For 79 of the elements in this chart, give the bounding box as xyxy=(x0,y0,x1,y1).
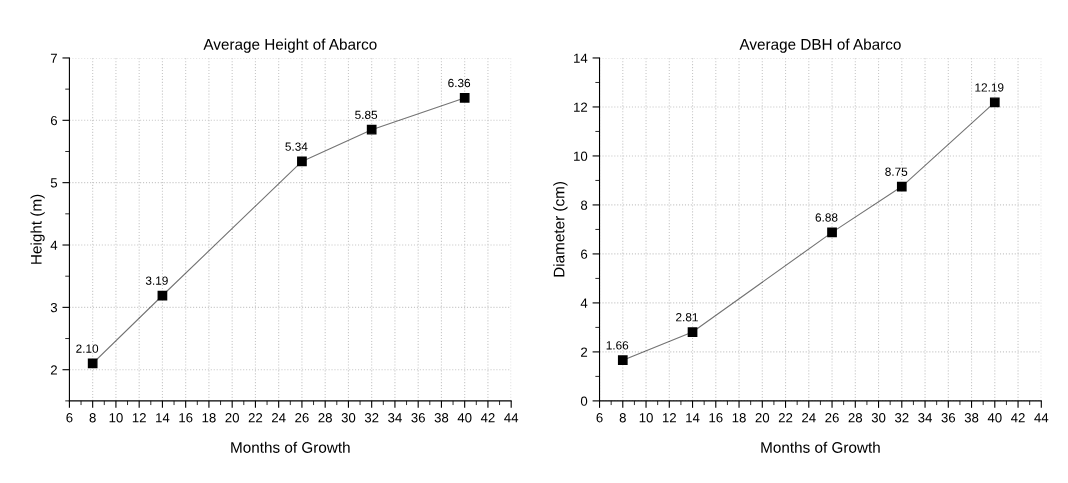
point xyxy=(459,93,470,103)
x-tick-label: 30 xyxy=(871,413,886,423)
x-tick-label: 38 xyxy=(964,413,979,423)
x-tick-label: 6 xyxy=(596,413,603,423)
y-tick-label: 5 xyxy=(50,178,58,188)
point xyxy=(896,181,907,192)
point xyxy=(87,358,98,369)
x-tick-label: 44 xyxy=(1034,413,1049,423)
y-tick-label: 12 xyxy=(574,102,588,112)
data-label: 6.36 xyxy=(448,78,471,88)
chart-title: Average DBH of Abarco xyxy=(739,38,901,53)
x-tick-label: 26 xyxy=(825,413,839,423)
x-tick-label: 16 xyxy=(709,413,723,423)
point xyxy=(687,327,698,337)
point xyxy=(366,124,377,135)
x-tick-label: 12 xyxy=(132,413,146,423)
x-tick-label: 36 xyxy=(941,413,956,423)
x-tick-label: 44 xyxy=(504,413,519,423)
x-axis-title: Months of Growth xyxy=(231,441,350,453)
x-tick-label: 24 xyxy=(272,413,286,423)
x-tick-label: 22 xyxy=(248,413,263,423)
y-tick-label: 4 xyxy=(580,298,588,308)
x-tick-label: 16 xyxy=(179,413,193,423)
y-axis-title: Diameter (cm) xyxy=(553,181,568,277)
x-tick-label: 14 xyxy=(156,413,170,423)
x-tick-label: 38 xyxy=(434,413,449,423)
y-axis-title: Height (m) xyxy=(30,194,45,264)
y-tick-label: 0 xyxy=(580,396,588,406)
x-tick-label: 26 xyxy=(295,413,309,423)
y-tick-label: 8 xyxy=(580,200,588,210)
data-label: 6.88 xyxy=(815,213,838,222)
x-tick-label: 12 xyxy=(662,413,676,423)
y-tick-label: 3 xyxy=(50,302,58,313)
x-tick-label: 28 xyxy=(318,413,332,423)
x-axis-title: Months of Growth xyxy=(761,441,880,453)
x-tick-label: 32 xyxy=(894,413,909,423)
x-tick-label: 30 xyxy=(341,413,356,423)
point xyxy=(297,156,307,167)
y-tick-label: 6 xyxy=(50,115,58,126)
point xyxy=(617,355,628,366)
x-tick-label: 42 xyxy=(1011,413,1025,423)
x-tick-label: 34 xyxy=(918,413,932,423)
x-tick-label: 18 xyxy=(732,413,746,423)
data-label: 3.19 xyxy=(145,276,168,285)
x-tick-label: 22 xyxy=(778,413,793,423)
x-tick-label: 20 xyxy=(755,413,770,423)
y-tick-label: 7 xyxy=(50,53,57,63)
point xyxy=(827,227,837,238)
data-label: 5.85 xyxy=(355,110,378,119)
x-tick-label: 24 xyxy=(802,413,816,423)
data-label: 8.75 xyxy=(885,167,908,176)
x-tick-label: 34 xyxy=(388,413,402,423)
data-label: 5.34 xyxy=(285,142,308,151)
x-tick-label: 10 xyxy=(109,413,123,423)
x-tick-label: 32 xyxy=(364,413,379,423)
x-tick-label: 28 xyxy=(848,413,863,423)
y-tick-label: 2 xyxy=(50,365,57,375)
x-tick-label: 40 xyxy=(457,413,472,423)
x-tick-label: 14 xyxy=(686,413,700,423)
x-tick-label: 18 xyxy=(202,413,216,423)
chart-title: Average Height of Abarco xyxy=(203,38,377,53)
point xyxy=(989,97,1000,108)
x-tick-label: 8 xyxy=(619,413,626,423)
y-tick-label: 10 xyxy=(574,151,588,161)
x-tick-label: 40 xyxy=(987,413,1002,423)
data-label: 1.66 xyxy=(606,341,629,350)
data-label: 12.19 xyxy=(975,83,1004,92)
y-tick-label: 4 xyxy=(50,240,58,250)
y-tick-label: 2 xyxy=(581,347,588,357)
data-label: 2.81 xyxy=(676,313,698,322)
x-tick-label: 20 xyxy=(225,413,239,423)
y-tick-label: 14 xyxy=(574,53,588,63)
x-tick-label: 6 xyxy=(66,413,73,423)
y-tick-label: 6 xyxy=(581,249,588,259)
data-label: 2.10 xyxy=(76,344,99,353)
x-tick-label: 10 xyxy=(639,413,653,423)
x-tick-label: 8 xyxy=(89,413,96,423)
x-tick-label: 36 xyxy=(411,413,425,423)
x-tick-label: 42 xyxy=(480,413,495,423)
